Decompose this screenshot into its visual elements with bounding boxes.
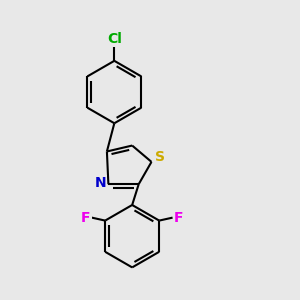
Text: F: F [81,211,91,225]
Text: F: F [174,211,183,225]
Text: N: N [94,176,106,190]
Text: Cl: Cl [107,32,122,46]
Text: S: S [155,150,165,164]
